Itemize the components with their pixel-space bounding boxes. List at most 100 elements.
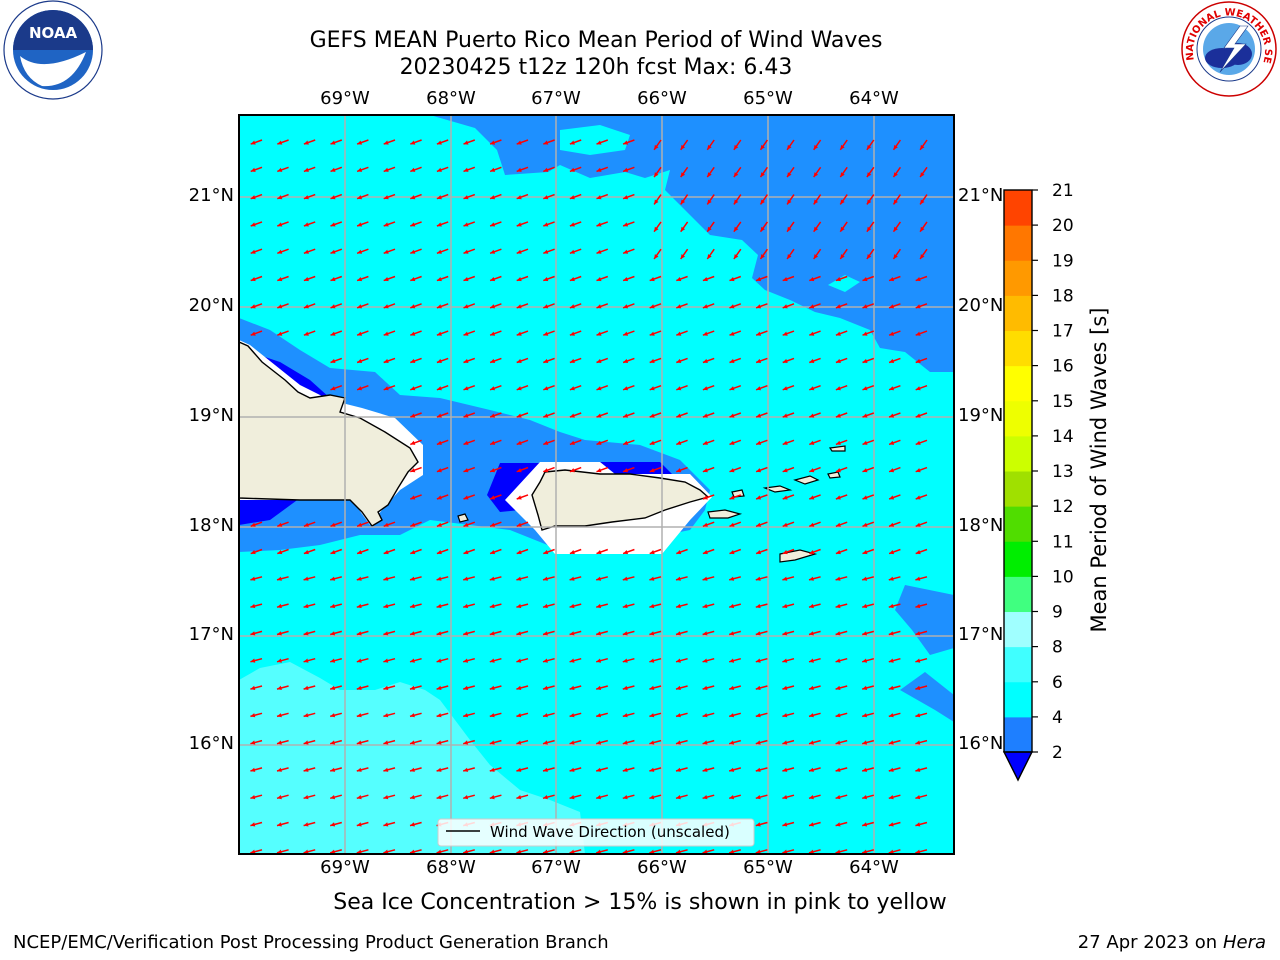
wave-direction-arrow [622,139,635,145]
wave-direction-arrow [675,794,688,800]
wave-direction-arrow [676,548,688,555]
wave-direction-arrow [569,630,582,636]
wave-direction-arrow [516,221,529,227]
wave-direction-arrow [755,767,768,772]
wave-direction-arrow [436,139,449,145]
wave-direction-arrow [409,712,422,718]
wave-direction-arrow [862,739,874,745]
wave-direction-arrow [862,357,875,364]
wave-direction-arrow [569,439,582,446]
wave-direction-arrow [702,439,715,446]
wave-direction-arrow [839,248,848,260]
colorbar-segment [1004,576,1032,613]
wave-direction-arrow [383,330,396,336]
wave-direction-arrow [410,166,422,173]
wave-direction-arrow [489,248,502,255]
wave-direction-arrow [915,794,928,800]
colorbar-segment [1004,681,1032,718]
wave-direction-arrow [463,576,475,581]
lon-label-top: 66°W [637,88,687,109]
wave-direction-arrow [835,603,848,609]
wave-direction-arrow [649,357,662,364]
wave-direction-arrow [543,466,555,473]
wave-direction-arrow [330,849,342,854]
wave-direction-arrow [543,275,555,282]
wave-direction-arrow [729,794,741,800]
wave-direction-arrow [436,548,449,555]
colorbar-segment [1004,435,1032,472]
wave-direction-arrow [542,576,555,581]
wave-direction-arrow [809,548,821,555]
wave-direction-arrow [436,521,449,528]
wave-direction-arrow [409,603,422,609]
wave-direction-arrow [569,412,582,418]
wave-direction-arrow [888,630,901,636]
wave-direction-arrow [809,275,821,282]
wave-direction-arrow [383,548,396,555]
wave-direction-arrow [676,384,688,391]
wave-direction-arrow [436,357,449,364]
lon-label-top: 64°W [849,88,899,109]
wave-direction-arrow [569,739,582,745]
wave-direction-arrow [839,139,848,151]
lat-label-left: 16°N [188,733,234,754]
colorbar-segment [1004,295,1032,332]
colorbar-tick-label: 18 [1052,286,1074,306]
wave-direction-arrow [383,767,396,772]
wave-direction-arrow [755,466,768,473]
wave-direction-arrow [835,821,848,827]
colorbar-tick-label: 15 [1052,392,1074,412]
wave-direction-arrow [596,685,608,690]
wave-direction-arrow [680,139,689,151]
wave-direction-arrow [649,849,662,854]
wave-direction-arrow [888,821,901,827]
wave-direction-arrow [569,712,582,718]
wave-direction-arrow [276,603,289,609]
wave-direction-arrow [888,712,901,718]
wave-direction-arrow [782,712,795,718]
wave-direction-arrow [596,221,609,227]
wave-direction-arrow [622,303,635,309]
wave-direction-arrow [733,221,742,233]
wave-direction-arrow [543,412,555,418]
wave-direction-arrow [330,767,342,772]
wave-direction-arrow [410,330,422,336]
wave-direction-arrow [919,166,928,178]
wave-direction-arrow [888,466,901,473]
colorbar-segment [1004,506,1032,542]
wave-direction-arrow [463,739,475,745]
wave-direction-arrow [250,739,263,745]
wave-direction-arrow [516,521,529,528]
wave-direction-arrow [330,357,343,364]
wave-direction-arrow [835,685,848,690]
wave-direction-arrow [463,521,476,528]
wave-direction-arrow [915,548,928,555]
wave-direction-arrow [277,166,289,173]
colorbar: 2 4 6 8 9 10 11 12 13 14 15 16 17 18 19 20 21 [1002,181,1074,782]
wave-direction-arrow [463,685,475,690]
wave-direction-arrow [733,248,742,260]
noaa-logo-text: NOAA [29,24,78,42]
wave-direction-arrow [888,330,901,336]
wave-direction-arrow [702,384,715,391]
footer-date: 27 Apr 2023 on Hera [1078,932,1266,953]
wave-direction-arrow [330,275,343,282]
wave-direction-arrow [915,576,928,581]
wave-direction-arrow [276,849,289,854]
wave-direction-arrow [330,548,343,555]
wave-direction-arrow [782,384,795,391]
colorbar-segment [1004,471,1032,507]
wave-direction-arrow [888,412,901,418]
wave-direction-arrow [888,439,901,446]
lat-label-left: 18°N [188,515,234,536]
wave-direction-arrow [330,330,343,336]
wave-direction-arrow [702,521,715,528]
wave-direction-arrow [543,166,555,173]
wave-direction-arrow [729,330,742,336]
wave-direction-arrow [888,685,901,690]
wave-direction-arrow [675,657,688,663]
wave-direction-arrow [676,330,688,336]
wave-direction-arrow [809,303,821,309]
wave-direction-arrow [809,330,821,336]
wave-direction-arrow [409,657,422,663]
